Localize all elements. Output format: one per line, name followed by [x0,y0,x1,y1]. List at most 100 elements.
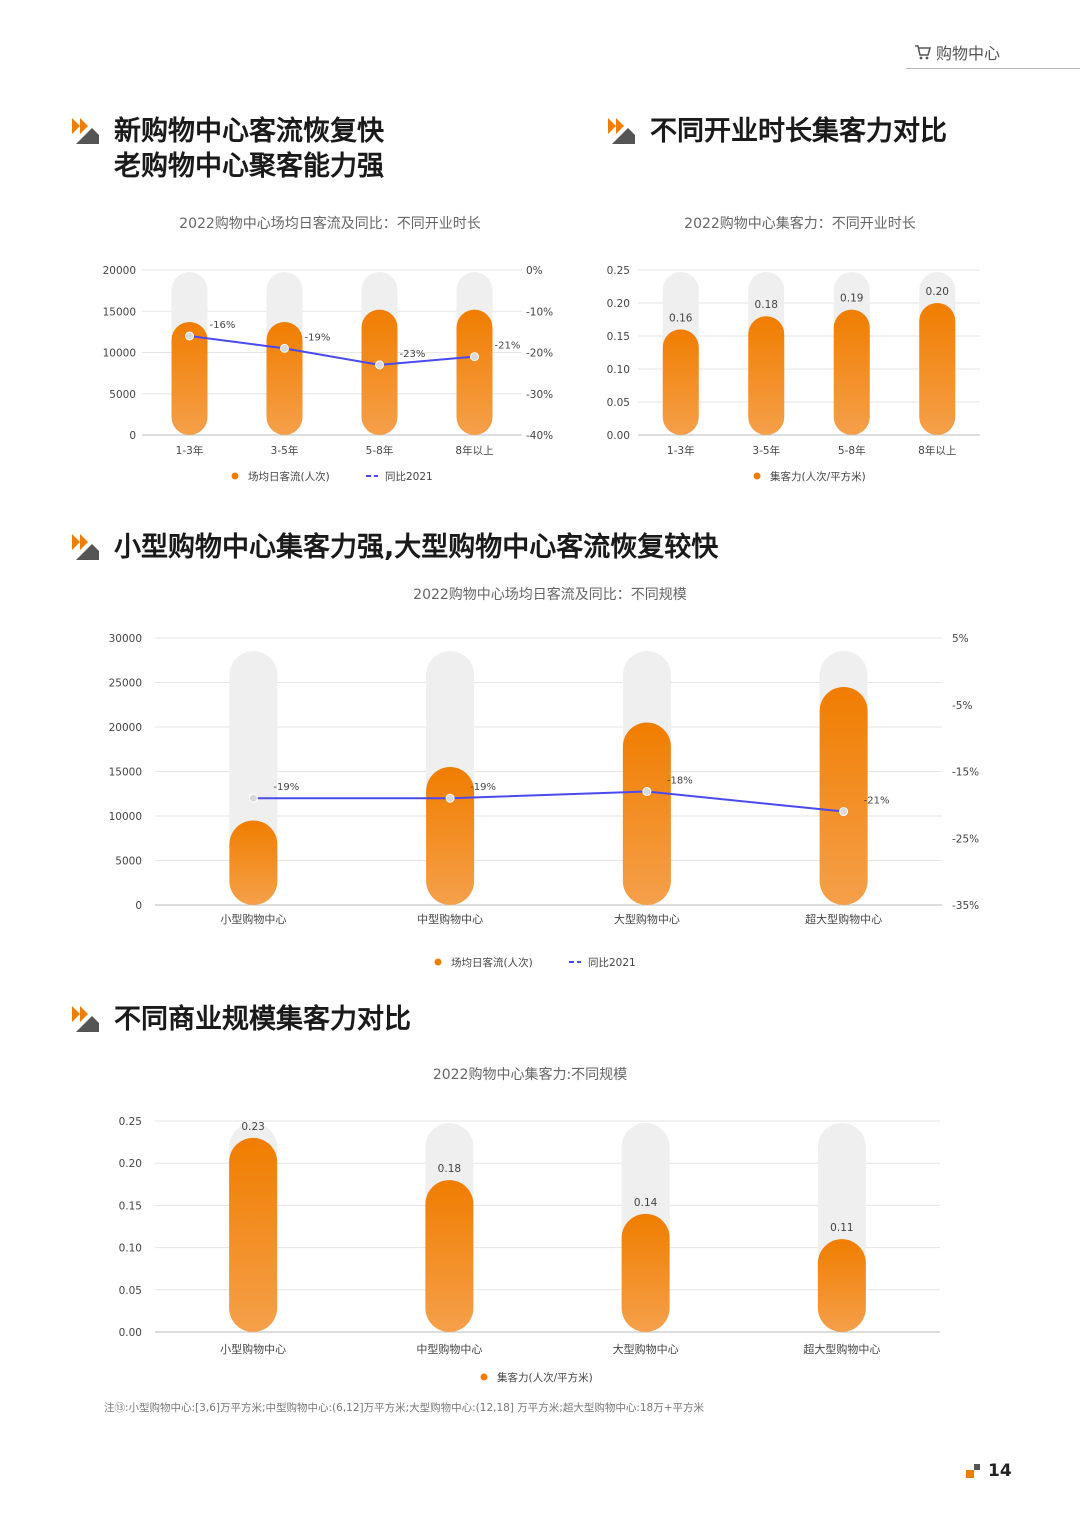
y-tick-label: 20000 [103,265,136,277]
line-value-label: -19% [305,332,331,343]
line-point [470,352,479,362]
section-title-4-line-1: 不同商业规模集客力对比 [114,1004,411,1035]
page-number-text: 14 [988,1461,1012,1481]
y2-tick-label: 5% [952,633,969,645]
y-tick-label: 15000 [103,306,136,318]
header-label-text: 购物中心 [936,44,1001,63]
y2-tick-label: -25% [952,833,979,845]
section-title-1-line-1: 新购物中心客流恢复快 [114,116,384,147]
legend-label: 场均日客流(人次) [451,956,533,969]
bar [817,1239,866,1332]
y2-tick-label: -30% [526,389,553,401]
legend-marker-bar [480,1373,488,1381]
brand-arrow-icon [72,1006,99,1032]
x-tick-label: 小型购物中心 [220,1342,286,1356]
y2-tick-label: -20% [526,348,553,360]
y-tick-label: 0.15 [607,331,630,343]
x-tick-label: 超大型购物中心 [805,912,882,926]
y-tick-label: 15000 [109,767,142,779]
bar [171,321,208,435]
bar [621,1213,670,1332]
y-tick-label: 0.25 [119,1116,142,1128]
legend-label: 场均日客流(人次) [248,470,330,483]
line-value-label: -19% [273,782,299,793]
chart-title: 2022购物中心场均日客流及同比：不同规模 [413,586,687,603]
section-title-1: 新购物中心客流恢复快 老购物中心聚客能力强 [70,114,384,184]
legend-label: 集客力(人次/平方米) [497,1371,593,1384]
y-tick-label: 5000 [109,389,136,401]
chart-traffic-by-scale: 2022购物中心场均日客流及同比：不同规模 0 5000 10000 15000 2000… [109,586,980,969]
cart-icon [915,45,931,60]
bar-value-label: 0.18 [755,299,778,311]
line-value-label: -23% [400,349,426,360]
line-value-label: -18% [667,776,693,787]
bar [919,303,956,435]
x-tick-label: 1-3年 [667,444,695,457]
section-title-4: 不同商业规模集客力对比 [70,1002,411,1037]
bar [229,1137,278,1332]
brand-arrow-icon [608,118,635,144]
y2-tick-label: -35% [952,900,979,912]
y2-tick-label: -15% [952,767,979,779]
bar [426,767,475,905]
y2-tick-label: 0% [526,265,543,277]
line-point [839,807,849,817]
y-tick-label: 0.20 [607,298,630,310]
bar-value-label: 0.11 [830,1222,853,1234]
bar-value-label: 0.18 [438,1163,461,1175]
x-tick-label: 5-8年 [366,444,394,457]
chart-title: 2022购物中心集客力：不同开业时长 [684,215,916,232]
section-title-3: 小型购物中心集客力强,大型购物中心客流恢复较快 [70,530,718,565]
brand-arrow-icon [72,118,99,144]
x-tick-label: 5-8年 [838,444,866,457]
chart-title: 2022购物中心集客力:不同规模 [433,1066,627,1083]
section-title-2-line-1: 不同开业时长集客力对比 [650,116,947,147]
y-tick-label: 10000 [109,811,142,823]
bar [662,329,699,435]
bar [622,722,671,905]
y-tick-label: 0.10 [607,364,630,376]
y-tick-label: 5000 [115,856,142,868]
bar [266,321,303,435]
bar [748,316,785,435]
section-title-2: 不同开业时长集客力对比 [606,114,947,149]
line-value-label: -16% [210,320,236,331]
y-tick-label: 0 [129,430,136,442]
page-marker-icon [966,1464,980,1478]
y-tick-label: 25000 [109,678,142,690]
x-tick-label: 1-3年 [176,444,204,457]
line-point [185,331,194,341]
y-tick-label: 0 [135,900,142,912]
chart-traffic-by-age: 2022购物中心场均日客流及同比：不同开业时长 0 5000 10000 15000 20… [103,215,554,483]
bar-value-label: 0.14 [634,1197,658,1209]
legend-marker-bar [434,958,442,966]
y-tick-label: 0.00 [607,430,630,442]
x-tick-label: 3-5年 [752,444,780,457]
y-tick-label: 0.25 [607,265,630,277]
bar [833,309,870,435]
x-tick-label: 大型购物中心 [613,1342,679,1356]
section-title-1-line-2: 老购物中心聚客能力强 [114,151,384,182]
y-tick-label: 0.00 [119,1327,142,1339]
bar-value-label: 0.16 [669,312,693,324]
x-tick-label: 中型购物中心 [416,1342,482,1356]
line-value-label: -19% [470,782,496,793]
bar-value-label: 0.19 [840,293,863,305]
x-tick-label: 中型购物中心 [417,912,483,926]
x-tick-label: 8年以上 [455,444,493,457]
legend-label: 同比2021 [385,470,433,483]
line-value-label: -21% [864,796,890,807]
legend-marker-bar [753,472,761,480]
line-point [375,360,384,370]
header-rule [906,68,1080,69]
y2-tick-label: -5% [952,700,972,712]
legend-label: 同比2021 [588,956,636,969]
y-tick-label: 0.05 [607,397,630,409]
y-tick-label: 0.20 [119,1158,142,1170]
legend-marker-bar [231,472,239,480]
line-series [253,790,844,813]
bar [361,309,398,435]
bar-value-label: 0.20 [926,286,949,298]
line-point [248,793,258,803]
y2-tick-label: -10% [526,306,553,318]
